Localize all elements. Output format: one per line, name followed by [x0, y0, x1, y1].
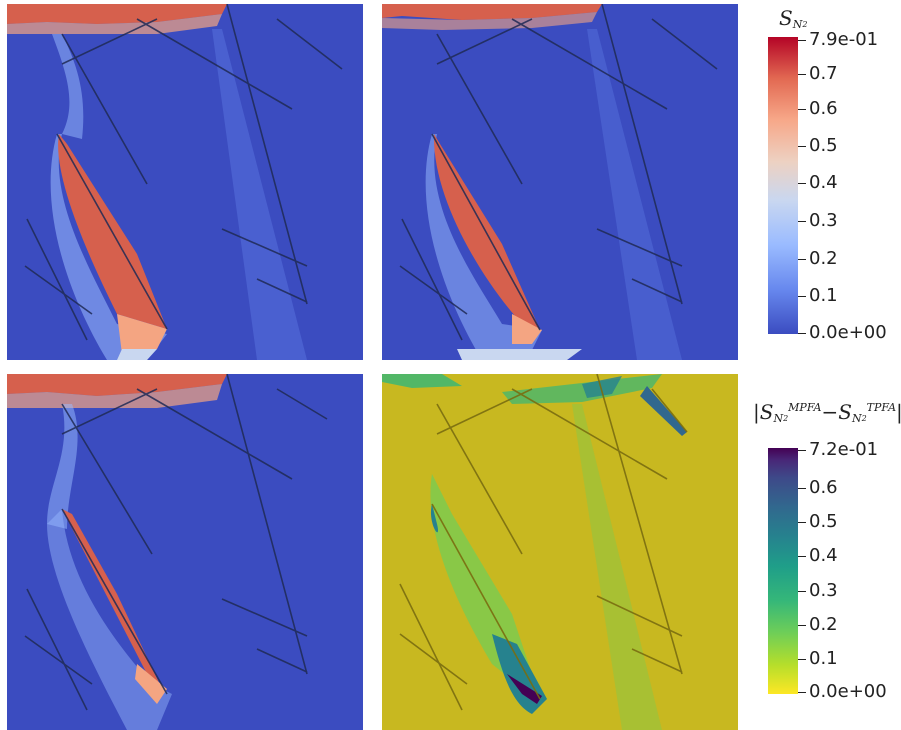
title-close: |: [896, 400, 901, 424]
difference-tick-label: 0.3: [798, 582, 838, 600]
difference-tick-label: 0.5: [798, 513, 838, 531]
title-subscript-b: N: [851, 412, 862, 425]
saturation-colorbar-title: SN2: [779, 6, 807, 31]
saturation-tick-label: 0.1: [798, 287, 838, 305]
difference-tick-label: 0.6: [798, 479, 838, 497]
difference-min-label: 0.0e+00: [798, 683, 887, 701]
saturation-min-label: 0.0e+00: [798, 324, 887, 342]
saturation-plot-bottom-left: [7, 374, 363, 730]
title-subsubscript-b: 2: [861, 414, 867, 423]
saturation-tick-label: 0.6: [798, 100, 838, 118]
title-minus: −S: [821, 400, 852, 424]
difference-max-label: 7.2e-01: [798, 441, 878, 459]
saturation-tick-label: 0.7: [798, 65, 838, 83]
difference-tick-label: 0.4: [798, 547, 838, 565]
title-subsubscript-a: 2: [783, 414, 789, 423]
saturation-tick-label: 0.4: [798, 174, 838, 192]
saturation-max-label: 7.9e-01: [798, 31, 878, 49]
difference-colorbar-title: |SN2MPFA−SN2TPFA|: [753, 400, 901, 425]
saturation-tick-label: 0.2: [798, 250, 838, 268]
title-subscript-a: N: [773, 412, 784, 425]
saturation-plot-top-right: [382, 4, 738, 360]
saturation-colorbar: [768, 37, 798, 334]
title-open: |S: [753, 400, 774, 424]
title-subsubscript: 2: [802, 20, 808, 29]
title-subscript: N: [792, 18, 803, 31]
difference-tick-label: 0.2: [798, 616, 838, 634]
saturation-tick-label: 0.5: [798, 137, 838, 155]
difference-colorbar: [768, 448, 798, 694]
saturation-plot-top-left: [7, 4, 363, 360]
saturation-tick-label: 0.3: [798, 212, 838, 230]
difference-tick-label: 0.1: [798, 650, 838, 668]
difference-plot-bottom-right: [382, 374, 738, 730]
title-superscript-tpfa: TPFA: [866, 401, 897, 414]
title-superscript-mpfa: MPFA: [788, 401, 822, 414]
title-symbol: S: [779, 6, 793, 30]
